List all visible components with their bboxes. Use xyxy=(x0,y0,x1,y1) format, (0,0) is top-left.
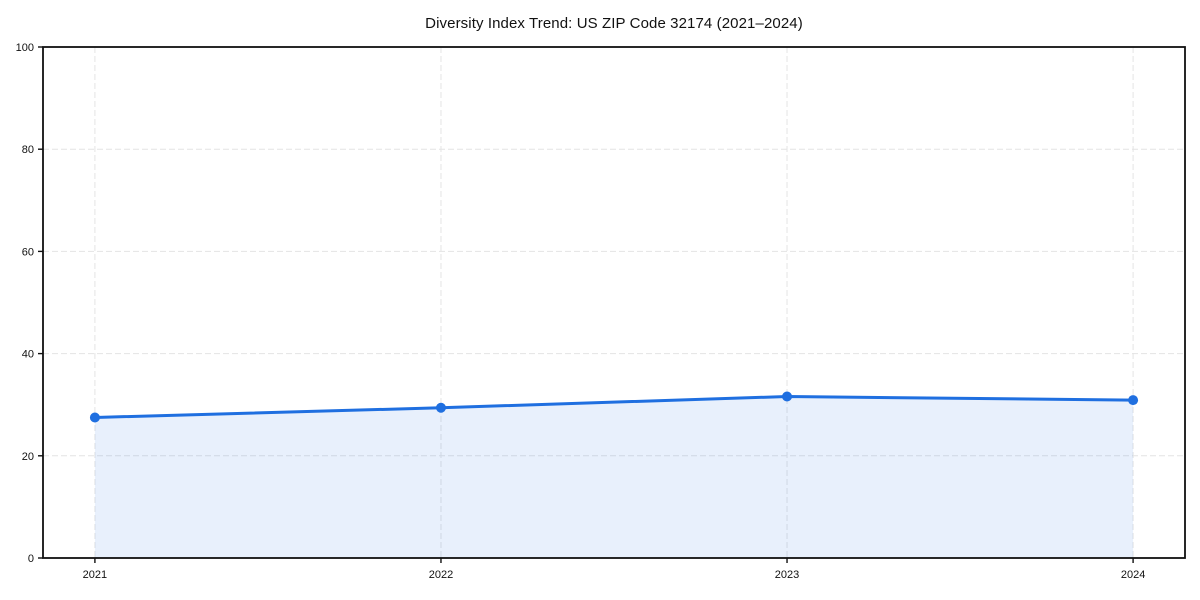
y-tick-label: 60 xyxy=(22,246,34,258)
x-tick-label: 2023 xyxy=(775,569,799,581)
y-tick-label: 40 xyxy=(22,349,34,361)
data-point-marker-2021 xyxy=(89,412,100,423)
x-tick-label: 2022 xyxy=(429,569,453,581)
trend-line xyxy=(93,395,1135,419)
y-tick-label: 80 xyxy=(22,144,34,156)
data-point-marker-2022 xyxy=(435,402,446,413)
y-tick-label: 20 xyxy=(22,451,34,463)
y-tick-label: 100 xyxy=(16,42,34,54)
data-point-marker-2023 xyxy=(782,391,793,402)
y-tick-label: 0 xyxy=(28,553,34,565)
area-fill xyxy=(94,396,1134,558)
plot-border xyxy=(42,46,1186,559)
x-tick-label: 2021 xyxy=(83,569,107,581)
data-point-marker-2024 xyxy=(1128,395,1139,406)
x-tick-label: 2024 xyxy=(1121,569,1145,581)
chart-title: Diversity Index Trend: US ZIP Code 32174… xyxy=(425,15,803,32)
